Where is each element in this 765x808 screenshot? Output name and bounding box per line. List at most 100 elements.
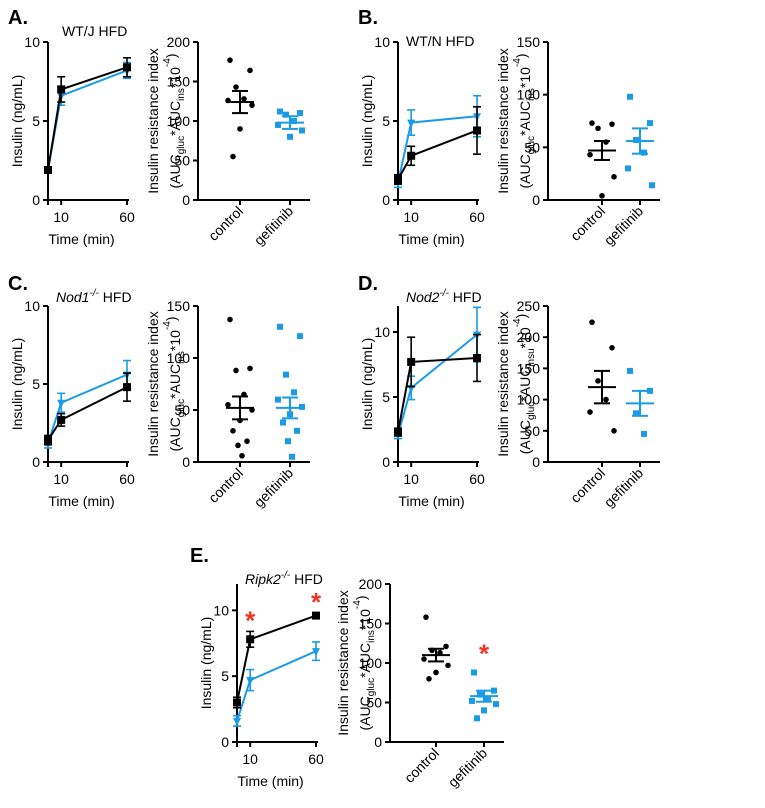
panel2-index-point-gefitinib: [625, 165, 631, 172]
panel3-index-point-gefitinib: [280, 419, 286, 426]
panel1-index-point-gefitinib: [291, 118, 297, 124]
panel1-index-point-gefitinib: [287, 133, 293, 140]
panel5-index-point-control: [445, 662, 451, 669]
panel3-index-category-label-control: control: [205, 465, 246, 506]
panel2-index-point-gefitinib: [647, 120, 653, 127]
panel1-index-point-control: [247, 67, 253, 74]
panel5-time-significance-star: *: [245, 605, 256, 635]
panel-label-b: B.: [358, 7, 378, 29]
panel2-time-x-tick-label: 60: [469, 209, 485, 225]
panel2-time-series-control-marker: [394, 175, 402, 184]
panel5-index-point-gefitinib: [477, 691, 483, 698]
panel1-time-y-tick-label: 0: [32, 192, 40, 208]
panel1-time-series-control-marker: [123, 63, 131, 72]
panel1-time-y-tick-label: 10: [24, 34, 40, 50]
panel5-time-series-control-marker: [312, 611, 320, 620]
panel5-time-y-tick-label: 5: [221, 668, 229, 684]
panel-label-d: D.: [358, 273, 378, 295]
panel1-index-y-axis-unit-label: (AUCgluc*AUCins*10-4): [162, 53, 187, 188]
panel3-time-series-control-marker: [57, 415, 66, 424]
panel5-time-series-gefitinib-line: [236, 650, 317, 722]
panel3-index-point-gefitinib: [291, 389, 297, 396]
panel4-time-title: Nod2-/- HFD: [406, 288, 482, 305]
panel4-index-point-control: [595, 378, 601, 384]
panel5-time-series-control-marker: [233, 698, 241, 707]
panel4-index-point-gefitinib: [633, 410, 639, 417]
panel2-time-y-tick-label: 10: [374, 34, 390, 50]
panel1-time-series-control-marker: [57, 85, 66, 94]
panel4-time-series-control-marker: [407, 357, 416, 366]
panel4-time-y-tick-label: 10: [374, 324, 390, 340]
panel5-time-series-gefitinib-marker: [312, 648, 320, 657]
panel3-index-point-control: [235, 442, 241, 449]
panel4-index-point-gefitinib: [627, 367, 633, 374]
panel3-index-point-control: [247, 365, 253, 372]
panel4-time-x-axis-label: Time (min): [398, 493, 464, 509]
panel4-time-y-axis-label: Insulin (ng/mL): [359, 338, 375, 431]
panel4-time-y-tick-label: 0: [382, 454, 390, 470]
panel4-time-x-tick-label: 10: [403, 471, 419, 487]
panel2-time-y-axis-label: Insulin (ng/mL): [359, 75, 375, 168]
panel1-index-y-tick-label: 150: [167, 74, 191, 90]
panel4-index-y-tick-label: 0: [532, 454, 540, 470]
panel2-time-title: WT/N HFD: [406, 33, 474, 49]
panel1-index-point-control: [227, 57, 233, 63]
panel5-time-x-tick-label: 10: [242, 751, 258, 767]
panel3-index-y-axis-unit-label: (AUCgluc*AUCins*10-4): [162, 316, 187, 451]
panel5-index-point-gefitinib: [469, 697, 475, 704]
panel2-index-y-axis-unit-label: (AUCgluc*AUCins*10-4): [512, 53, 537, 188]
panel2-index-category-label-gefitinib: gefitinib: [601, 203, 647, 249]
panel1-time-y-tick-label: 5: [32, 113, 40, 129]
panel5-index-category-label-control: control: [401, 745, 442, 786]
panel5-index-y-axis-unit-label: (AUCgluc*AUCins*10-4): [352, 595, 377, 730]
panel2-index-point-control: [589, 120, 595, 126]
panel4-index-point-control: [603, 396, 609, 403]
panel5-index-point-gefitinib: [491, 687, 497, 694]
panel3-time-x-axis-label: Time (min): [48, 493, 114, 509]
panel1-time-x-tick-label: 60: [119, 209, 135, 225]
panel3-index-y-tick-label: 150: [167, 298, 191, 314]
panel1-time-x-axis-label: Time (min): [48, 231, 114, 247]
panel5-time-x-tick-label: 60: [308, 751, 324, 767]
panel3-time-title: Nod1-/- HFD: [56, 288, 132, 305]
panel5-time-series-gefitinib-marker: [246, 677, 255, 686]
panel1-time-title: WT/J HFD: [62, 23, 127, 39]
panel2-time-y-tick-label: 5: [382, 113, 390, 129]
panel4-index-point-control: [589, 319, 595, 326]
panel4-index-category-label-gefitinib: gefitinib: [601, 465, 647, 511]
panel1-index-y-axis-label: Insulin resistance index: [145, 48, 161, 194]
panel3-index-point-gefitinib: [294, 427, 300, 434]
panel3-index-point-gefitinib: [285, 438, 291, 445]
panel2-index-point-gefitinib: [649, 182, 655, 189]
panel4-time-series-control-marker: [473, 354, 481, 362]
panel1-time-series-control-marker: [44, 165, 52, 174]
panel2-index-point-gefitinib: [627, 93, 633, 100]
panel1-index-y-tick-label: 100: [167, 113, 191, 129]
panel5-index-point-gefitinib: [481, 707, 487, 714]
panel4-time-y-tick-label: 5: [382, 389, 390, 405]
panel5-time-y-tick-label: 10: [213, 602, 229, 618]
panel3-index-point-gefitinib: [289, 453, 295, 460]
panel4-index-y-tick-label: 200: [517, 329, 541, 345]
panel5-index-point-control: [421, 656, 427, 662]
panel5-index-point-control: [426, 676, 432, 682]
panel2-time-series-control-marker: [407, 151, 416, 160]
panel2-index-y-tick-label: 0: [532, 192, 540, 208]
panel4-index-y-tick-label: 100: [517, 392, 541, 408]
panel4-index-point-control: [609, 345, 615, 351]
panel3-index-y-tick-label: 50: [174, 402, 190, 418]
panel1-index-point-control: [237, 126, 243, 132]
panel4-index-y-tick-label: 250: [517, 298, 541, 314]
panel-label-e: E.: [190, 545, 209, 567]
panel3-index-point-gefitinib: [283, 371, 289, 378]
panel3-index-point-control: [244, 438, 250, 445]
panel1-index-point-control: [230, 153, 236, 160]
panel5-time-series-control-marker: [246, 635, 255, 644]
panel1-time-series-control-line: [47, 66, 128, 171]
panel5-index-y-tick-label: 100: [359, 655, 383, 671]
panel3-index-point-gefitinib: [277, 323, 283, 330]
panel3-index-point-control: [227, 316, 233, 323]
panel3-index-point-control: [239, 452, 245, 459]
panel5-index-point-gefitinib: [485, 695, 491, 702]
panel4-index-point-control: [611, 428, 617, 434]
